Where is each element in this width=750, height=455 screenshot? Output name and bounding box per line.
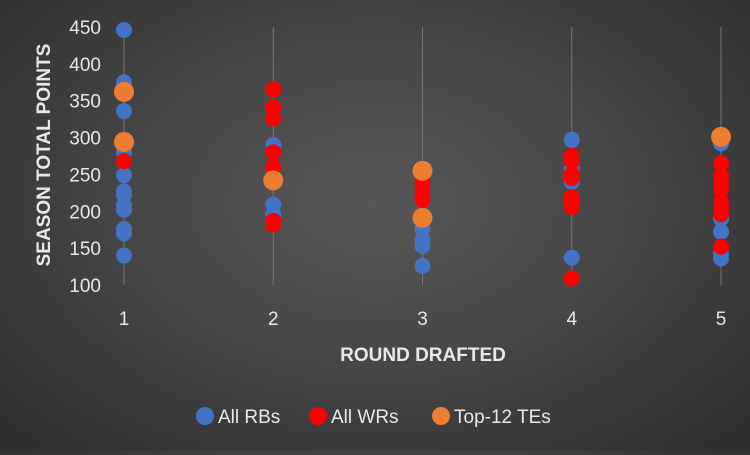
legend-marker <box>309 407 327 425</box>
data-point <box>265 110 282 127</box>
data-point <box>265 144 282 161</box>
legend-marker <box>432 407 450 425</box>
data-point <box>713 206 729 223</box>
data-point <box>114 81 134 102</box>
data-point <box>563 131 580 148</box>
data-point <box>563 198 580 215</box>
x-tick-label: 5 <box>716 309 727 330</box>
data-points <box>114 21 731 287</box>
data-point <box>265 216 282 233</box>
data-point <box>265 159 282 176</box>
y-axis-title: SEASON TOTAL POINTS <box>34 44 55 267</box>
data-point <box>713 238 729 255</box>
data-point <box>412 160 433 181</box>
data-point <box>265 81 282 98</box>
legend-item: Top-12 TEs <box>432 407 551 428</box>
data-point <box>713 250 729 267</box>
legend: All RBs All WRs Top-12 TEs <box>196 407 551 428</box>
series-all-wrs <box>116 81 729 287</box>
data-point <box>713 223 729 240</box>
data-point <box>563 170 580 187</box>
data-point <box>116 21 132 38</box>
legend-item: All WRs <box>309 407 399 428</box>
data-point <box>563 153 580 170</box>
data-point <box>114 131 134 152</box>
y-tick-label: 350 <box>69 92 101 113</box>
data-point <box>265 99 282 116</box>
data-point <box>116 153 132 170</box>
legend-item: All RBs <box>196 407 280 428</box>
data-point <box>563 270 580 287</box>
x-tick-label: 2 <box>268 309 279 330</box>
data-point <box>116 225 132 242</box>
series-top-12-tes <box>114 81 731 228</box>
data-point <box>116 167 132 184</box>
data-point <box>263 170 284 191</box>
y-axis-ticks: 100 150 200 250 300 350 400 450 <box>69 18 101 297</box>
legend-marker <box>196 407 214 425</box>
data-point <box>414 192 431 209</box>
data-point <box>711 126 731 147</box>
y-tick-label: 150 <box>69 239 101 260</box>
data-point <box>116 201 132 218</box>
x-tick-label: 4 <box>566 309 577 330</box>
y-tick-label: 300 <box>69 129 101 150</box>
x-axis-ticks: 1 2 3 4 5 <box>119 309 727 330</box>
data-point <box>713 181 729 198</box>
legend-label: All WRs <box>331 407 399 428</box>
x-tick-label: 1 <box>119 309 130 330</box>
data-point <box>414 257 431 274</box>
data-point <box>414 237 431 254</box>
y-tick-label: 450 <box>69 18 101 39</box>
y-tick-label: 400 <box>69 55 101 76</box>
y-tick-label: 250 <box>69 165 101 186</box>
data-point <box>116 103 132 120</box>
data-point <box>563 249 580 266</box>
data-point <box>116 247 132 264</box>
x-tick-label: 3 <box>417 309 428 330</box>
y-tick-label: 100 <box>69 276 101 297</box>
y-tick-label: 200 <box>69 202 101 223</box>
legend-label: Top-12 TEs <box>454 407 551 428</box>
legend-label: All RBs <box>218 407 280 428</box>
data-point <box>412 207 433 228</box>
data-point <box>713 155 729 172</box>
x-axis-title: ROUND DRAFTED <box>340 345 506 366</box>
